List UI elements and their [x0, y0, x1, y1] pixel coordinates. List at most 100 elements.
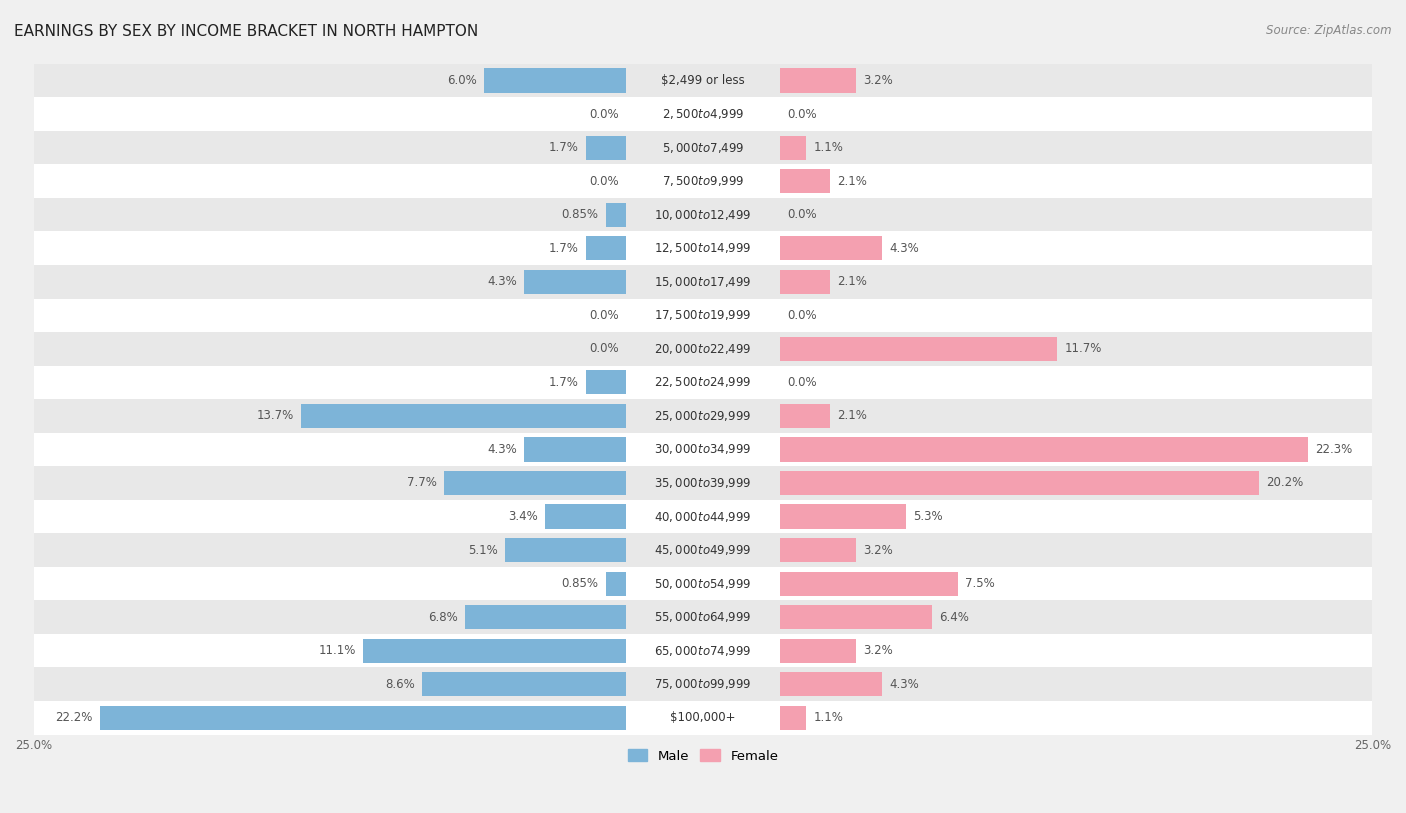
- Bar: [363, 638, 626, 663]
- Bar: [524, 437, 626, 462]
- Text: $25,000 to $29,999: $25,000 to $29,999: [654, 409, 752, 423]
- Text: $40,000 to $44,999: $40,000 to $44,999: [654, 510, 752, 524]
- Text: 4.3%: 4.3%: [488, 276, 517, 289]
- Bar: [34, 533, 1372, 567]
- Bar: [465, 605, 626, 629]
- Text: 4.3%: 4.3%: [889, 678, 918, 691]
- Bar: [34, 500, 1372, 533]
- Text: 22.3%: 22.3%: [1316, 443, 1353, 456]
- Bar: [484, 68, 626, 93]
- Bar: [34, 634, 1372, 667]
- Bar: [34, 265, 1372, 298]
- Text: $45,000 to $49,999: $45,000 to $49,999: [654, 543, 752, 557]
- Text: $7,500 to $9,999: $7,500 to $9,999: [662, 174, 744, 188]
- Text: $20,000 to $22,499: $20,000 to $22,499: [654, 341, 752, 356]
- Bar: [34, 701, 1372, 734]
- Text: 0.0%: 0.0%: [787, 376, 817, 389]
- Text: 5.3%: 5.3%: [912, 510, 942, 523]
- Bar: [34, 232, 1372, 265]
- Bar: [780, 538, 856, 562]
- Text: 22.2%: 22.2%: [55, 711, 93, 724]
- Bar: [586, 136, 626, 159]
- Bar: [443, 471, 626, 495]
- Text: EARNINGS BY SEX BY INCOME BRACKET IN NORTH HAMPTON: EARNINGS BY SEX BY INCOME BRACKET IN NOR…: [14, 24, 478, 39]
- Text: 0.85%: 0.85%: [562, 208, 599, 221]
- Text: 2.1%: 2.1%: [837, 410, 866, 423]
- Text: 3.2%: 3.2%: [863, 74, 893, 87]
- Bar: [780, 136, 806, 159]
- Bar: [34, 298, 1372, 332]
- Text: 6.0%: 6.0%: [447, 74, 477, 87]
- Text: 4.3%: 4.3%: [889, 241, 918, 254]
- Bar: [34, 198, 1372, 232]
- Text: 11.1%: 11.1%: [319, 644, 356, 657]
- Bar: [780, 404, 830, 428]
- Bar: [34, 667, 1372, 701]
- Text: 4.3%: 4.3%: [488, 443, 517, 456]
- Text: 1.7%: 1.7%: [548, 241, 579, 254]
- Bar: [34, 466, 1372, 500]
- Text: 13.7%: 13.7%: [257, 410, 294, 423]
- Text: 2.1%: 2.1%: [837, 175, 866, 188]
- Text: 1.7%: 1.7%: [548, 376, 579, 389]
- Text: 0.0%: 0.0%: [787, 107, 817, 120]
- Text: $55,000 to $64,999: $55,000 to $64,999: [654, 610, 752, 624]
- Text: $30,000 to $34,999: $30,000 to $34,999: [654, 442, 752, 456]
- Text: 0.0%: 0.0%: [787, 208, 817, 221]
- Text: 3.2%: 3.2%: [863, 644, 893, 657]
- Text: 3.2%: 3.2%: [863, 544, 893, 557]
- Bar: [780, 706, 806, 730]
- Text: 0.0%: 0.0%: [589, 309, 619, 322]
- Bar: [34, 366, 1372, 399]
- Text: $50,000 to $54,999: $50,000 to $54,999: [654, 576, 752, 590]
- Bar: [100, 706, 626, 730]
- Text: $2,500 to $4,999: $2,500 to $4,999: [662, 107, 744, 121]
- Text: 1.1%: 1.1%: [813, 711, 844, 724]
- Bar: [34, 567, 1372, 600]
- Text: $2,499 or less: $2,499 or less: [661, 74, 745, 87]
- Bar: [34, 332, 1372, 366]
- Text: Source: ZipAtlas.com: Source: ZipAtlas.com: [1267, 24, 1392, 37]
- Bar: [34, 164, 1372, 198]
- Bar: [780, 572, 957, 596]
- Text: 0.85%: 0.85%: [562, 577, 599, 590]
- Bar: [780, 337, 1057, 361]
- Bar: [780, 471, 1258, 495]
- Text: 0.0%: 0.0%: [589, 342, 619, 355]
- Bar: [422, 672, 626, 696]
- Legend: Male, Female: Male, Female: [623, 744, 783, 768]
- Bar: [34, 600, 1372, 634]
- Bar: [34, 63, 1372, 98]
- Text: 2.1%: 2.1%: [837, 276, 866, 289]
- Bar: [301, 404, 626, 428]
- Text: 11.7%: 11.7%: [1064, 342, 1102, 355]
- Bar: [34, 131, 1372, 164]
- Text: $12,500 to $14,999: $12,500 to $14,999: [654, 241, 752, 255]
- Bar: [34, 433, 1372, 466]
- Bar: [780, 504, 905, 528]
- Bar: [586, 236, 626, 260]
- Text: 6.4%: 6.4%: [939, 611, 969, 624]
- Bar: [546, 504, 626, 528]
- Bar: [780, 169, 830, 193]
- Text: 8.6%: 8.6%: [385, 678, 415, 691]
- Bar: [34, 98, 1372, 131]
- Bar: [780, 68, 856, 93]
- Bar: [780, 270, 830, 293]
- Bar: [34, 399, 1372, 433]
- Bar: [780, 236, 882, 260]
- Bar: [780, 437, 1309, 462]
- Text: 6.8%: 6.8%: [427, 611, 458, 624]
- Bar: [606, 572, 626, 596]
- Text: $75,000 to $99,999: $75,000 to $99,999: [654, 677, 752, 691]
- Text: $5,000 to $7,499: $5,000 to $7,499: [662, 141, 744, 154]
- Bar: [524, 270, 626, 293]
- Bar: [780, 672, 882, 696]
- Text: $22,500 to $24,999: $22,500 to $24,999: [654, 376, 752, 389]
- Text: $100,000+: $100,000+: [671, 711, 735, 724]
- Text: $10,000 to $12,499: $10,000 to $12,499: [654, 207, 752, 222]
- Text: 20.2%: 20.2%: [1265, 476, 1303, 489]
- Text: 5.1%: 5.1%: [468, 544, 498, 557]
- Text: $17,500 to $19,999: $17,500 to $19,999: [654, 308, 752, 322]
- Bar: [505, 538, 626, 562]
